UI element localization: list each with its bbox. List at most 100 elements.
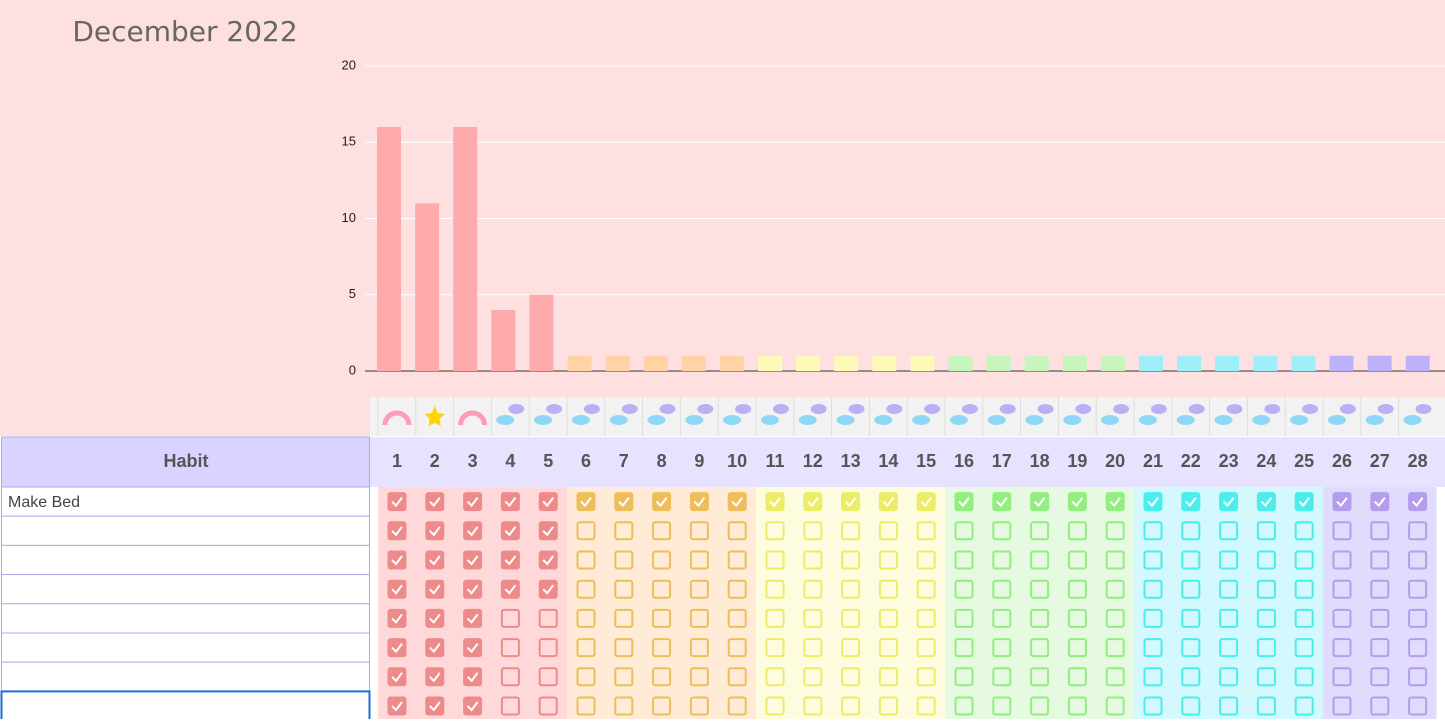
checkbox[interactable] bbox=[1181, 638, 1201, 658]
checkbox[interactable] bbox=[916, 492, 936, 512]
checkbox[interactable] bbox=[1332, 579, 1352, 599]
checkbox[interactable] bbox=[1143, 521, 1163, 541]
checkbox[interactable] bbox=[1219, 696, 1239, 716]
checkbox[interactable] bbox=[689, 638, 709, 658]
checkbox[interactable] bbox=[1370, 608, 1390, 628]
checkbox[interactable] bbox=[727, 638, 747, 658]
checkbox[interactable] bbox=[614, 696, 634, 716]
checkbox[interactable] bbox=[878, 608, 898, 628]
checkbox[interactable] bbox=[1105, 696, 1125, 716]
checkbox[interactable] bbox=[538, 696, 558, 716]
checkbox[interactable] bbox=[1294, 521, 1314, 541]
checkbox[interactable] bbox=[425, 667, 445, 687]
checkbox[interactable] bbox=[1256, 667, 1276, 687]
checkbox[interactable] bbox=[727, 550, 747, 570]
checkbox[interactable] bbox=[614, 579, 634, 599]
checkbox[interactable] bbox=[689, 667, 709, 687]
checkbox[interactable] bbox=[1370, 579, 1390, 599]
checkbox[interactable] bbox=[387, 579, 407, 599]
checkbox[interactable] bbox=[727, 579, 747, 599]
checkbox[interactable] bbox=[463, 638, 483, 658]
checkbox[interactable] bbox=[878, 492, 898, 512]
checkbox[interactable] bbox=[1105, 579, 1125, 599]
checkbox[interactable] bbox=[803, 696, 823, 716]
checkbox[interactable] bbox=[1294, 667, 1314, 687]
checkbox[interactable] bbox=[803, 579, 823, 599]
checkbox[interactable] bbox=[765, 521, 785, 541]
checkbox[interactable] bbox=[916, 638, 936, 658]
checkbox[interactable] bbox=[500, 667, 520, 687]
checkbox[interactable] bbox=[500, 521, 520, 541]
checkbox[interactable] bbox=[387, 492, 407, 512]
checkbox[interactable] bbox=[538, 667, 558, 687]
checkbox[interactable] bbox=[1181, 492, 1201, 512]
checkbox[interactable] bbox=[1067, 696, 1087, 716]
checkbox[interactable] bbox=[992, 667, 1012, 687]
checkbox[interactable] bbox=[538, 638, 558, 658]
checkbox[interactable] bbox=[689, 579, 709, 599]
checkbox[interactable] bbox=[1294, 579, 1314, 599]
checkbox[interactable] bbox=[727, 521, 747, 541]
checkbox[interactable] bbox=[841, 550, 861, 570]
checkbox[interactable] bbox=[992, 521, 1012, 541]
checkbox[interactable] bbox=[1181, 579, 1201, 599]
checkbox[interactable] bbox=[1143, 696, 1163, 716]
checkbox[interactable] bbox=[992, 608, 1012, 628]
checkbox[interactable] bbox=[1030, 521, 1050, 541]
checkbox[interactable] bbox=[1105, 492, 1125, 512]
checkbox[interactable] bbox=[803, 492, 823, 512]
checkbox[interactable] bbox=[1219, 608, 1239, 628]
checkbox[interactable] bbox=[689, 550, 709, 570]
checkbox[interactable] bbox=[1219, 579, 1239, 599]
checkbox[interactable] bbox=[538, 521, 558, 541]
checkbox[interactable] bbox=[1219, 638, 1239, 658]
checkbox[interactable] bbox=[765, 638, 785, 658]
checkbox[interactable] bbox=[463, 521, 483, 541]
checkbox[interactable] bbox=[1105, 521, 1125, 541]
checkbox[interactable] bbox=[1030, 608, 1050, 628]
checkbox[interactable] bbox=[954, 638, 974, 658]
checkbox[interactable] bbox=[614, 638, 634, 658]
checkbox[interactable] bbox=[1408, 521, 1428, 541]
checkbox[interactable] bbox=[765, 550, 785, 570]
checkbox[interactable] bbox=[878, 550, 898, 570]
checkbox[interactable] bbox=[841, 667, 861, 687]
checkbox[interactable] bbox=[614, 492, 634, 512]
checkbox[interactable] bbox=[803, 608, 823, 628]
checkbox[interactable] bbox=[992, 638, 1012, 658]
checkbox[interactable] bbox=[652, 579, 672, 599]
checkbox[interactable] bbox=[614, 550, 634, 570]
checkbox[interactable] bbox=[463, 492, 483, 512]
checkbox[interactable] bbox=[425, 579, 445, 599]
checkbox[interactable] bbox=[1256, 492, 1276, 512]
checkbox[interactable] bbox=[576, 608, 596, 628]
checkbox[interactable] bbox=[1294, 638, 1314, 658]
checkbox[interactable] bbox=[1181, 521, 1201, 541]
checkbox[interactable] bbox=[538, 492, 558, 512]
checkbox[interactable] bbox=[1256, 521, 1276, 541]
checkbox[interactable] bbox=[652, 696, 672, 716]
checkbox[interactable] bbox=[1105, 638, 1125, 658]
checkbox[interactable] bbox=[500, 696, 520, 716]
checkbox[interactable] bbox=[954, 608, 974, 628]
checkbox[interactable] bbox=[878, 667, 898, 687]
checkbox[interactable] bbox=[1181, 667, 1201, 687]
checkbox[interactable] bbox=[916, 550, 936, 570]
checkbox[interactable] bbox=[1332, 521, 1352, 541]
checkbox[interactable] bbox=[652, 608, 672, 628]
checkbox[interactable] bbox=[1219, 667, 1239, 687]
checkbox[interactable] bbox=[916, 521, 936, 541]
checkbox[interactable] bbox=[916, 608, 936, 628]
checkbox[interactable] bbox=[1067, 550, 1087, 570]
checkbox[interactable] bbox=[1181, 550, 1201, 570]
checkbox[interactable] bbox=[1332, 638, 1352, 658]
checkbox[interactable] bbox=[425, 492, 445, 512]
checkbox[interactable] bbox=[1256, 608, 1276, 628]
checkbox[interactable] bbox=[1105, 667, 1125, 687]
checkbox[interactable] bbox=[1219, 521, 1239, 541]
checkbox[interactable] bbox=[916, 579, 936, 599]
checkbox[interactable] bbox=[765, 579, 785, 599]
checkbox[interactable] bbox=[1294, 608, 1314, 628]
checkbox[interactable] bbox=[954, 696, 974, 716]
checkbox[interactable] bbox=[1067, 492, 1087, 512]
